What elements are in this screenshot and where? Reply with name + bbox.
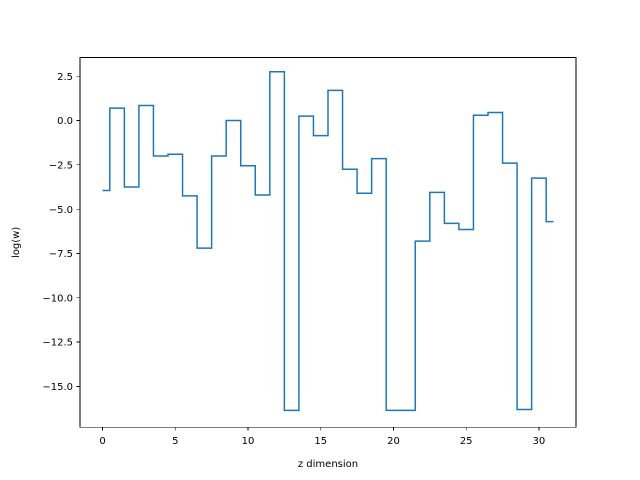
- x-tick-label: 20: [387, 436, 400, 447]
- y-tick-label: −15.0: [42, 382, 73, 393]
- x-axis-ticks: 0 5 10 15 20 25 30: [99, 427, 545, 447]
- x-tick-label: 5: [172, 436, 178, 447]
- y-tick-label: −2.5: [49, 160, 73, 171]
- x-axis-label: z dimension: [298, 459, 358, 470]
- y-tick-label: −7.5: [49, 249, 73, 260]
- y-tick-label: 2.5: [57, 72, 73, 83]
- plot-frame: [79, 57, 577, 428]
- series-line-0: [102, 71, 554, 412]
- y-tick-label: −12.5: [42, 338, 73, 349]
- y-tick-label: −10.0: [42, 293, 73, 304]
- y-axis-ticks: 2.5 0.0 −2.5 −5.0 −7.5 −10.0 −12.5 −15.0: [42, 72, 80, 393]
- y-axis-label: log(w): [11, 227, 22, 258]
- x-tick-label: 0: [99, 436, 105, 447]
- y-tick-label: 0.0: [57, 116, 73, 127]
- x-tick-label: 30: [533, 436, 546, 447]
- series-layer: [102, 71, 554, 412]
- y-tick-label: −5.0: [49, 205, 73, 216]
- x-tick-label: 25: [460, 436, 473, 447]
- x-tick-label: 15: [314, 436, 327, 447]
- x-tick-label: 10: [242, 436, 255, 447]
